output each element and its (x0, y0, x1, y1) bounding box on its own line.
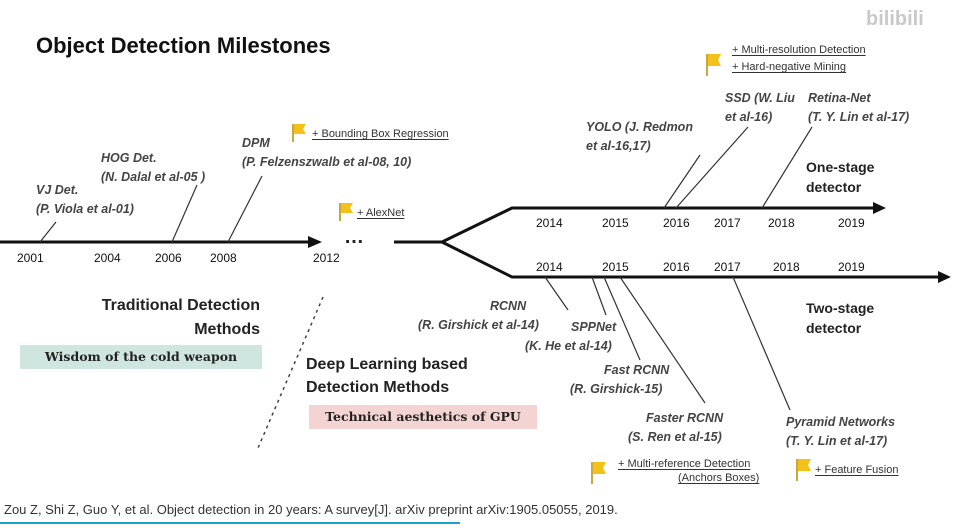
traditional-heading-line1: Traditional Detection (101, 297, 260, 314)
dpm-milestone: DPM (P. Felzenszwalb et al-08, 10) (242, 134, 411, 172)
two-stage-label-line2: detector (806, 320, 862, 336)
deep-heading-line1: Deep Learning based (306, 356, 468, 373)
hog-citation: (N. Dalal et al-05 ) (101, 170, 206, 184)
spp-citation: (K. He et al-14) (525, 339, 612, 353)
fpn-title: Pyramid Networks (786, 415, 896, 429)
traditional-heading-line2: Methods (194, 321, 260, 338)
flag-icon (339, 203, 353, 221)
one-stage-arrowhead (873, 202, 886, 214)
two-stage-label: Two-stage detector (806, 298, 874, 338)
year-label: 2014 (536, 216, 563, 230)
fork-upper (441, 206, 875, 244)
deep-banner: Technical aesthetics of GPU (309, 405, 537, 429)
faster-milestone: Faster RCNN (S. Ren et al-15) (628, 409, 723, 447)
vj-title: VJ Det. (36, 183, 79, 197)
year-label: 2006 (155, 251, 182, 265)
yolo-citation: et al-16,17) (586, 139, 651, 153)
rcnn-title: RCNN (490, 299, 527, 313)
one-stage-note: + Multi-resolution Detection (732, 44, 866, 56)
traditional-arrowhead (308, 236, 322, 248)
fast-connector (603, 276, 641, 361)
spp-title: SPPNet (571, 320, 617, 334)
two-stage-label-line1: Two-stage (806, 300, 875, 316)
fork-lower (441, 240, 940, 279)
dpm-title: DPM (242, 136, 270, 150)
faster-connector (619, 276, 706, 404)
vj-citation: (P. Viola et al-01) (36, 202, 134, 216)
fast-milestone: Fast RCNN (R. Girshick-15) (570, 361, 669, 399)
multiref-note-line1: + Multi-reference Detection (618, 458, 751, 470)
fast-title: Fast RCNN (604, 363, 670, 377)
ssd-citation: et al-16) (725, 110, 773, 124)
ssd-connector (675, 126, 749, 209)
year-label: 2019 (838, 216, 865, 230)
traditional-heading: Traditional Detection Methods (84, 294, 260, 342)
year-label: 2001 (17, 251, 44, 265)
one-stage-label-line2: detector (806, 179, 862, 195)
fpn-milestone: Pyramid Networks (T. Y. Lin et al-17) (786, 413, 895, 451)
hog-title: HOG Det. (101, 151, 157, 165)
ssd-milestone: SSD (W. Liu et al-16) (725, 89, 795, 127)
deep-heading: Deep Learning based Detection Methods (306, 353, 468, 399)
watermark-logo: bilibili (866, 8, 924, 30)
year-label: 2015 (602, 260, 629, 274)
fpn-connector (732, 276, 791, 411)
year-label: 2018 (773, 260, 800, 274)
year-label: 2017 (714, 216, 741, 230)
dpm-note: + Bounding Box Regression (312, 128, 449, 140)
flag-icon (292, 124, 306, 142)
flag-icon (706, 54, 721, 76)
retina-connector (761, 126, 813, 209)
multiref-note: + Multi-reference Detection (Anchors Box… (618, 457, 759, 485)
year-label: 2015 (602, 216, 629, 230)
fpn-citation: (T. Y. Lin et al-17) (786, 434, 888, 448)
one-stage-label-line1: One-stage (806, 159, 875, 175)
deep-heading-line2: Detection Methods (306, 379, 450, 396)
spp-milestone: SPPNet (K. He et al-14) (525, 318, 616, 356)
fusion-note: + Feature Fusion (815, 464, 899, 476)
multiref-note-line2: (Anchors Boxes) (678, 472, 760, 484)
page-title: Object Detection Milestones (36, 33, 331, 58)
rcnn-citation: (R. Girshick et al-14) (418, 318, 539, 332)
hog-connector (171, 184, 198, 243)
year-label: 2016 (663, 260, 690, 274)
one-stage-note: + Hard-negative Mining (732, 61, 847, 73)
one-stage-label: One-stage detector (806, 157, 874, 197)
dpm-citation: (P. Felzenszwalb et al-08, 10) (242, 155, 412, 169)
faster-title: Faster RCNN (646, 411, 724, 425)
yolo-milestone: YOLO (J. Redmon et al-16,17) (586, 118, 693, 156)
year-label: 2019 (838, 260, 865, 274)
year-label: 2018 (768, 216, 795, 230)
retina-title: Retina-Net (808, 91, 871, 105)
yolo-connector (663, 154, 701, 209)
year-label: 2016 (663, 216, 690, 230)
year-label: 2008 (210, 251, 237, 265)
year-label: 2012 (313, 251, 340, 265)
spp-connector (591, 276, 607, 316)
year-label: 2014 (536, 260, 563, 274)
retina-citation: (T. Y. Lin et al-17) (808, 110, 910, 124)
vj-milestone: VJ Det. (P. Viola et al-01) (36, 181, 134, 219)
flag-icon (796, 459, 811, 481)
alexnet-note: + AlexNet (357, 207, 405, 219)
hog-milestone: HOG Det. (N. Dalal et al-05 ) (101, 149, 205, 187)
timeline-ellipsis: … (344, 226, 364, 248)
dpm-connector (227, 175, 263, 243)
traditional-banner: Wisdom of the cold weapon (20, 345, 262, 369)
two-stage-arrowhead (938, 271, 951, 283)
flag-icon (591, 462, 606, 484)
faster-citation: (S. Ren et al-15) (628, 430, 722, 444)
rcnn-milestone: RCNN (R. Girshick et al-14) (418, 297, 539, 335)
year-label: 2017 (714, 260, 741, 274)
vj-connector (39, 221, 57, 243)
rcnn-connector (544, 276, 569, 311)
fast-citation: (R. Girshick-15) (570, 382, 663, 396)
citation: Zou Z, Shi Z, Guo Y, et al. Object detec… (4, 502, 618, 517)
ssd-title: SSD (W. Liu (725, 91, 795, 105)
year-label: 2004 (94, 251, 121, 265)
yolo-title: YOLO (J. Redmon (586, 120, 693, 134)
retina-milestone: Retina-Net (T. Y. Lin et al-17) (808, 89, 909, 127)
